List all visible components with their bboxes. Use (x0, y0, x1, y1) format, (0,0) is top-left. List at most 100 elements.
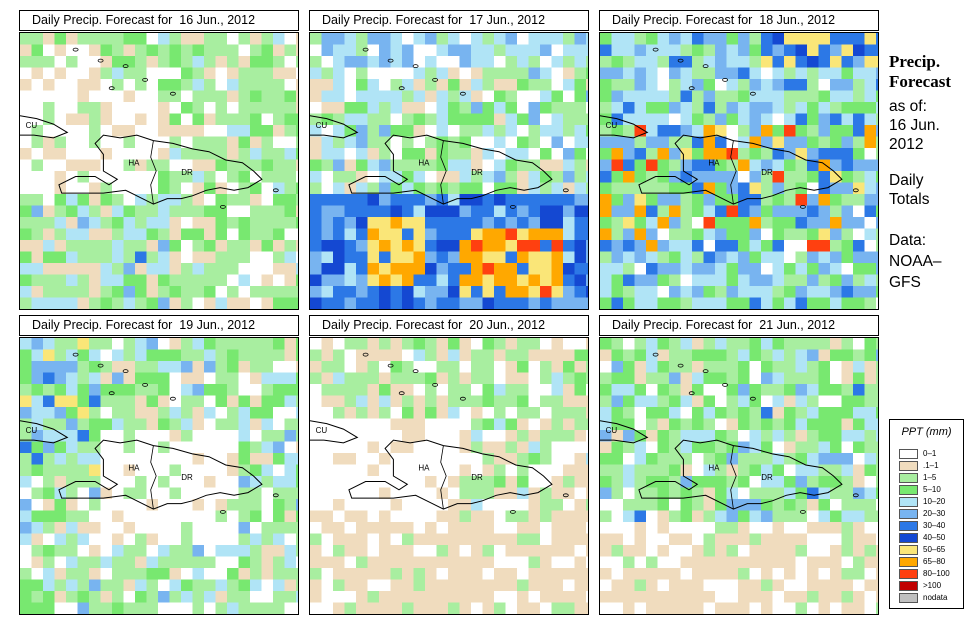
precip-cell (158, 591, 170, 603)
precip-cell (436, 361, 449, 373)
precip-cell (749, 499, 762, 511)
precip-cell (761, 79, 773, 91)
precip-cell (31, 338, 44, 350)
precip-cell (169, 44, 182, 57)
precip-cell (482, 79, 495, 91)
precip-cell (680, 159, 693, 172)
precip-cell (563, 251, 575, 264)
precip-cell (448, 361, 460, 373)
precip-cell (379, 591, 391, 603)
precip-cell (715, 263, 727, 275)
precip-cell (31, 568, 44, 580)
precip-cell (77, 545, 90, 557)
precip-cell (356, 217, 368, 229)
precip-cell (841, 591, 854, 603)
precip-cell (841, 136, 854, 149)
precip-cell (563, 464, 575, 477)
precip-cell (586, 33, 588, 45)
precip-cell (112, 533, 124, 546)
precip-cell (611, 349, 624, 362)
precip-cell (390, 556, 403, 569)
precip-cell (471, 217, 483, 229)
precip-cell (692, 113, 704, 126)
precip-cell (135, 102, 147, 114)
precip-cell (238, 228, 251, 241)
precip-cell (250, 90, 262, 103)
precip-cell (586, 228, 588, 241)
precip-cell (89, 56, 101, 68)
precip-cell (402, 487, 414, 500)
coastline (20, 47, 279, 209)
precip-cell (20, 67, 32, 80)
precip-cell (425, 136, 437, 149)
precip-cell (321, 79, 334, 91)
precip-cell (807, 125, 819, 137)
precip-cell (692, 464, 704, 477)
precip-cell (841, 430, 854, 442)
islet (702, 64, 709, 68)
precip-cell (528, 240, 541, 252)
precip-cell (181, 591, 193, 603)
precip-cell (54, 56, 67, 68)
precip-cell (448, 205, 460, 218)
precip-cell (402, 349, 414, 362)
precip-cell (43, 240, 55, 252)
precip-cell (112, 591, 124, 603)
precip-cell (250, 44, 262, 57)
precip-cell (425, 453, 437, 465)
precip-cell (43, 568, 55, 580)
precip-cell (20, 274, 32, 287)
precip-cell (169, 171, 182, 183)
precip-cell (321, 205, 334, 218)
precip-cell (611, 533, 624, 546)
precip-cell (623, 217, 635, 229)
precip-cell (66, 79, 78, 91)
precip-cell (482, 533, 495, 546)
precip-cell (611, 263, 624, 275)
precip-cell (646, 240, 658, 252)
precip-cell (31, 44, 44, 57)
precip-cell (505, 384, 518, 396)
precip-cell (505, 464, 518, 477)
precip-cell (135, 430, 147, 442)
precip-cell (853, 274, 865, 287)
precip-cell (517, 361, 529, 373)
precip-cell (390, 591, 403, 603)
precip-cell (356, 79, 368, 91)
precip-cell (551, 407, 564, 419)
precip-cell (20, 217, 32, 229)
precip-cell (296, 349, 298, 362)
legend-label: 50–65 (923, 545, 946, 554)
precip-cell (830, 545, 842, 557)
precip-cell (703, 395, 716, 408)
precip-cell (623, 579, 635, 592)
precip-cell (77, 205, 90, 218)
precip-cell (795, 171, 808, 183)
precip-cell (482, 240, 495, 252)
precip-cell (586, 591, 588, 603)
precip-cell (528, 274, 541, 287)
precip-cell (459, 286, 472, 298)
precip-cell (494, 372, 506, 385)
precip-cell (100, 487, 113, 500)
precip-cell (795, 90, 808, 103)
precip-cell (528, 453, 541, 465)
precip-cell (54, 568, 67, 580)
precip-cell (273, 579, 285, 592)
precip-cell (436, 274, 449, 287)
precip-cell (413, 430, 426, 442)
precip-cell (784, 56, 796, 68)
precip-cell (795, 113, 808, 126)
precip-cell (123, 79, 136, 91)
precip-cell (830, 102, 842, 114)
precip-cell (772, 453, 785, 465)
precip-cell (505, 476, 518, 488)
precip-cell (158, 522, 170, 534)
islet (432, 78, 438, 82)
precip-cell (238, 372, 251, 385)
precip-cell (528, 159, 541, 172)
country-label-dr: DR (761, 168, 773, 177)
precip-cell (273, 205, 285, 218)
precip-cell (611, 171, 624, 183)
precip-cell (273, 148, 285, 160)
